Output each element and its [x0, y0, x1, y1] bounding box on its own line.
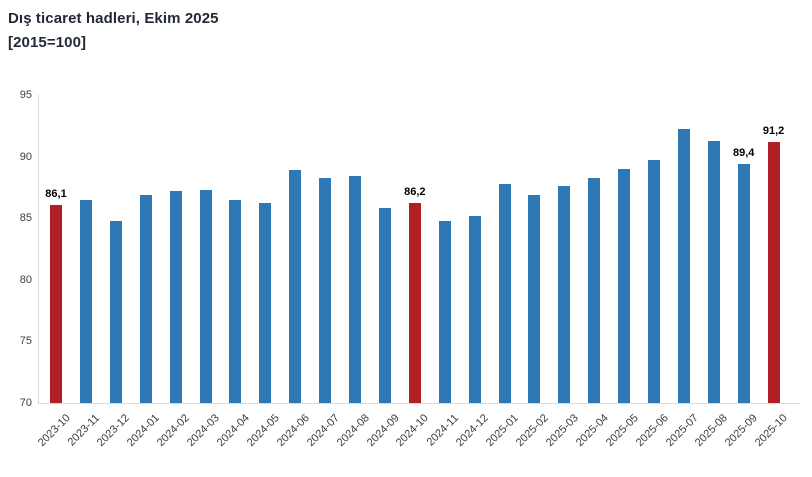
x-axis-tick-label-2025-04: 2025-04 — [573, 412, 611, 450]
bar-value-label-2025-09: 89,4 — [732, 146, 755, 159]
bar-2024-04[interactable] — [229, 199, 242, 403]
bar-2024-11[interactable] — [438, 220, 451, 403]
x-axis-line — [38, 403, 800, 404]
y-axis-tick-label: 85 — [19, 212, 32, 225]
bar-2024-07[interactable] — [319, 177, 332, 403]
y-axis-tick-label: 75 — [19, 335, 32, 348]
bar-2023-12[interactable] — [109, 220, 122, 403]
bar-2025-07[interactable] — [677, 129, 690, 403]
y-axis-tick-label: 80 — [19, 273, 32, 286]
bar-value-label-2025-10: 91,2 — [762, 124, 785, 137]
x-axis-tick-label-2024-02: 2024-02 — [155, 412, 193, 450]
bar-2024-10[interactable] — [408, 203, 421, 403]
bar-value-label-2023-10: 86,1 — [45, 187, 67, 200]
bar-2023-10[interactable] — [50, 204, 62, 403]
bar-2025-03[interactable] — [558, 186, 571, 403]
chart-title: Dış ticaret hadleri, Ekim 2025 — [8, 10, 219, 27]
x-axis-tick-label-2024-08: 2024-08 — [334, 412, 372, 450]
x-axis-tick-label-2025-06: 2025-06 — [633, 412, 671, 450]
x-axis-tick-label-2025-10: 2025-10 — [753, 412, 791, 450]
y-axis-line — [38, 95, 39, 403]
bar-2025-02[interactable] — [528, 194, 541, 403]
x-axis-tick-label-2025-01: 2025-01 — [483, 412, 521, 450]
bar-2025-04[interactable] — [588, 177, 601, 403]
x-axis-tick-label-2024-03: 2024-03 — [184, 412, 222, 450]
x-axis-tick-label-2025-05: 2025-05 — [603, 412, 641, 450]
x-axis-tick-label-2024-04: 2024-04 — [214, 412, 252, 450]
y-axis-tick-label: 95 — [19, 89, 32, 101]
x-axis-tick-label-2025-03: 2025-03 — [543, 412, 581, 450]
bar-2024-03[interactable] — [199, 189, 212, 403]
x-axis-tick-label-2025-02: 2025-02 — [513, 412, 551, 450]
y-axis-tick-label: 90 — [19, 150, 32, 163]
bar-2025-08[interactable] — [707, 140, 720, 403]
bar-2025-10[interactable] — [767, 141, 780, 403]
x-axis-tick-label-2024-05: 2024-05 — [244, 412, 282, 450]
bar-2024-12[interactable] — [468, 215, 481, 403]
x-axis-tick-label-2024-12: 2024-12 — [454, 412, 492, 450]
x-axis-tick-label-2024-07: 2024-07 — [304, 412, 342, 450]
bar-2025-06[interactable] — [648, 160, 660, 403]
x-axis-tick-label-2025-09: 2025-09 — [723, 412, 761, 450]
bar-2024-02[interactable] — [169, 191, 182, 403]
y-axis-tick-label: 70 — [19, 397, 32, 409]
bar-2024-01[interactable] — [139, 194, 152, 403]
bar-2023-11[interactable] — [79, 199, 92, 403]
bar-2024-06[interactable] — [289, 170, 302, 403]
bar-2025-01[interactable] — [498, 183, 511, 403]
bar-2024-05[interactable] — [259, 203, 272, 403]
bar-2024-09[interactable] — [378, 208, 391, 403]
x-axis-tick-label-2023-12: 2023-12 — [95, 412, 133, 450]
x-axis-tick-label-2024-06: 2024-06 — [274, 412, 312, 450]
bar-2025-05[interactable] — [618, 168, 631, 403]
bar-value-label-2024-10: 86,2 — [404, 186, 426, 199]
chart-subtitle: [2015=100] — [8, 34, 87, 51]
bar-2024-08[interactable] — [349, 176, 361, 403]
x-axis-tick-label-2023-10: 2023-10 — [35, 412, 73, 450]
bar-2025-09[interactable] — [737, 163, 750, 403]
x-axis-tick-label-2024-01: 2024-01 — [125, 412, 163, 450]
